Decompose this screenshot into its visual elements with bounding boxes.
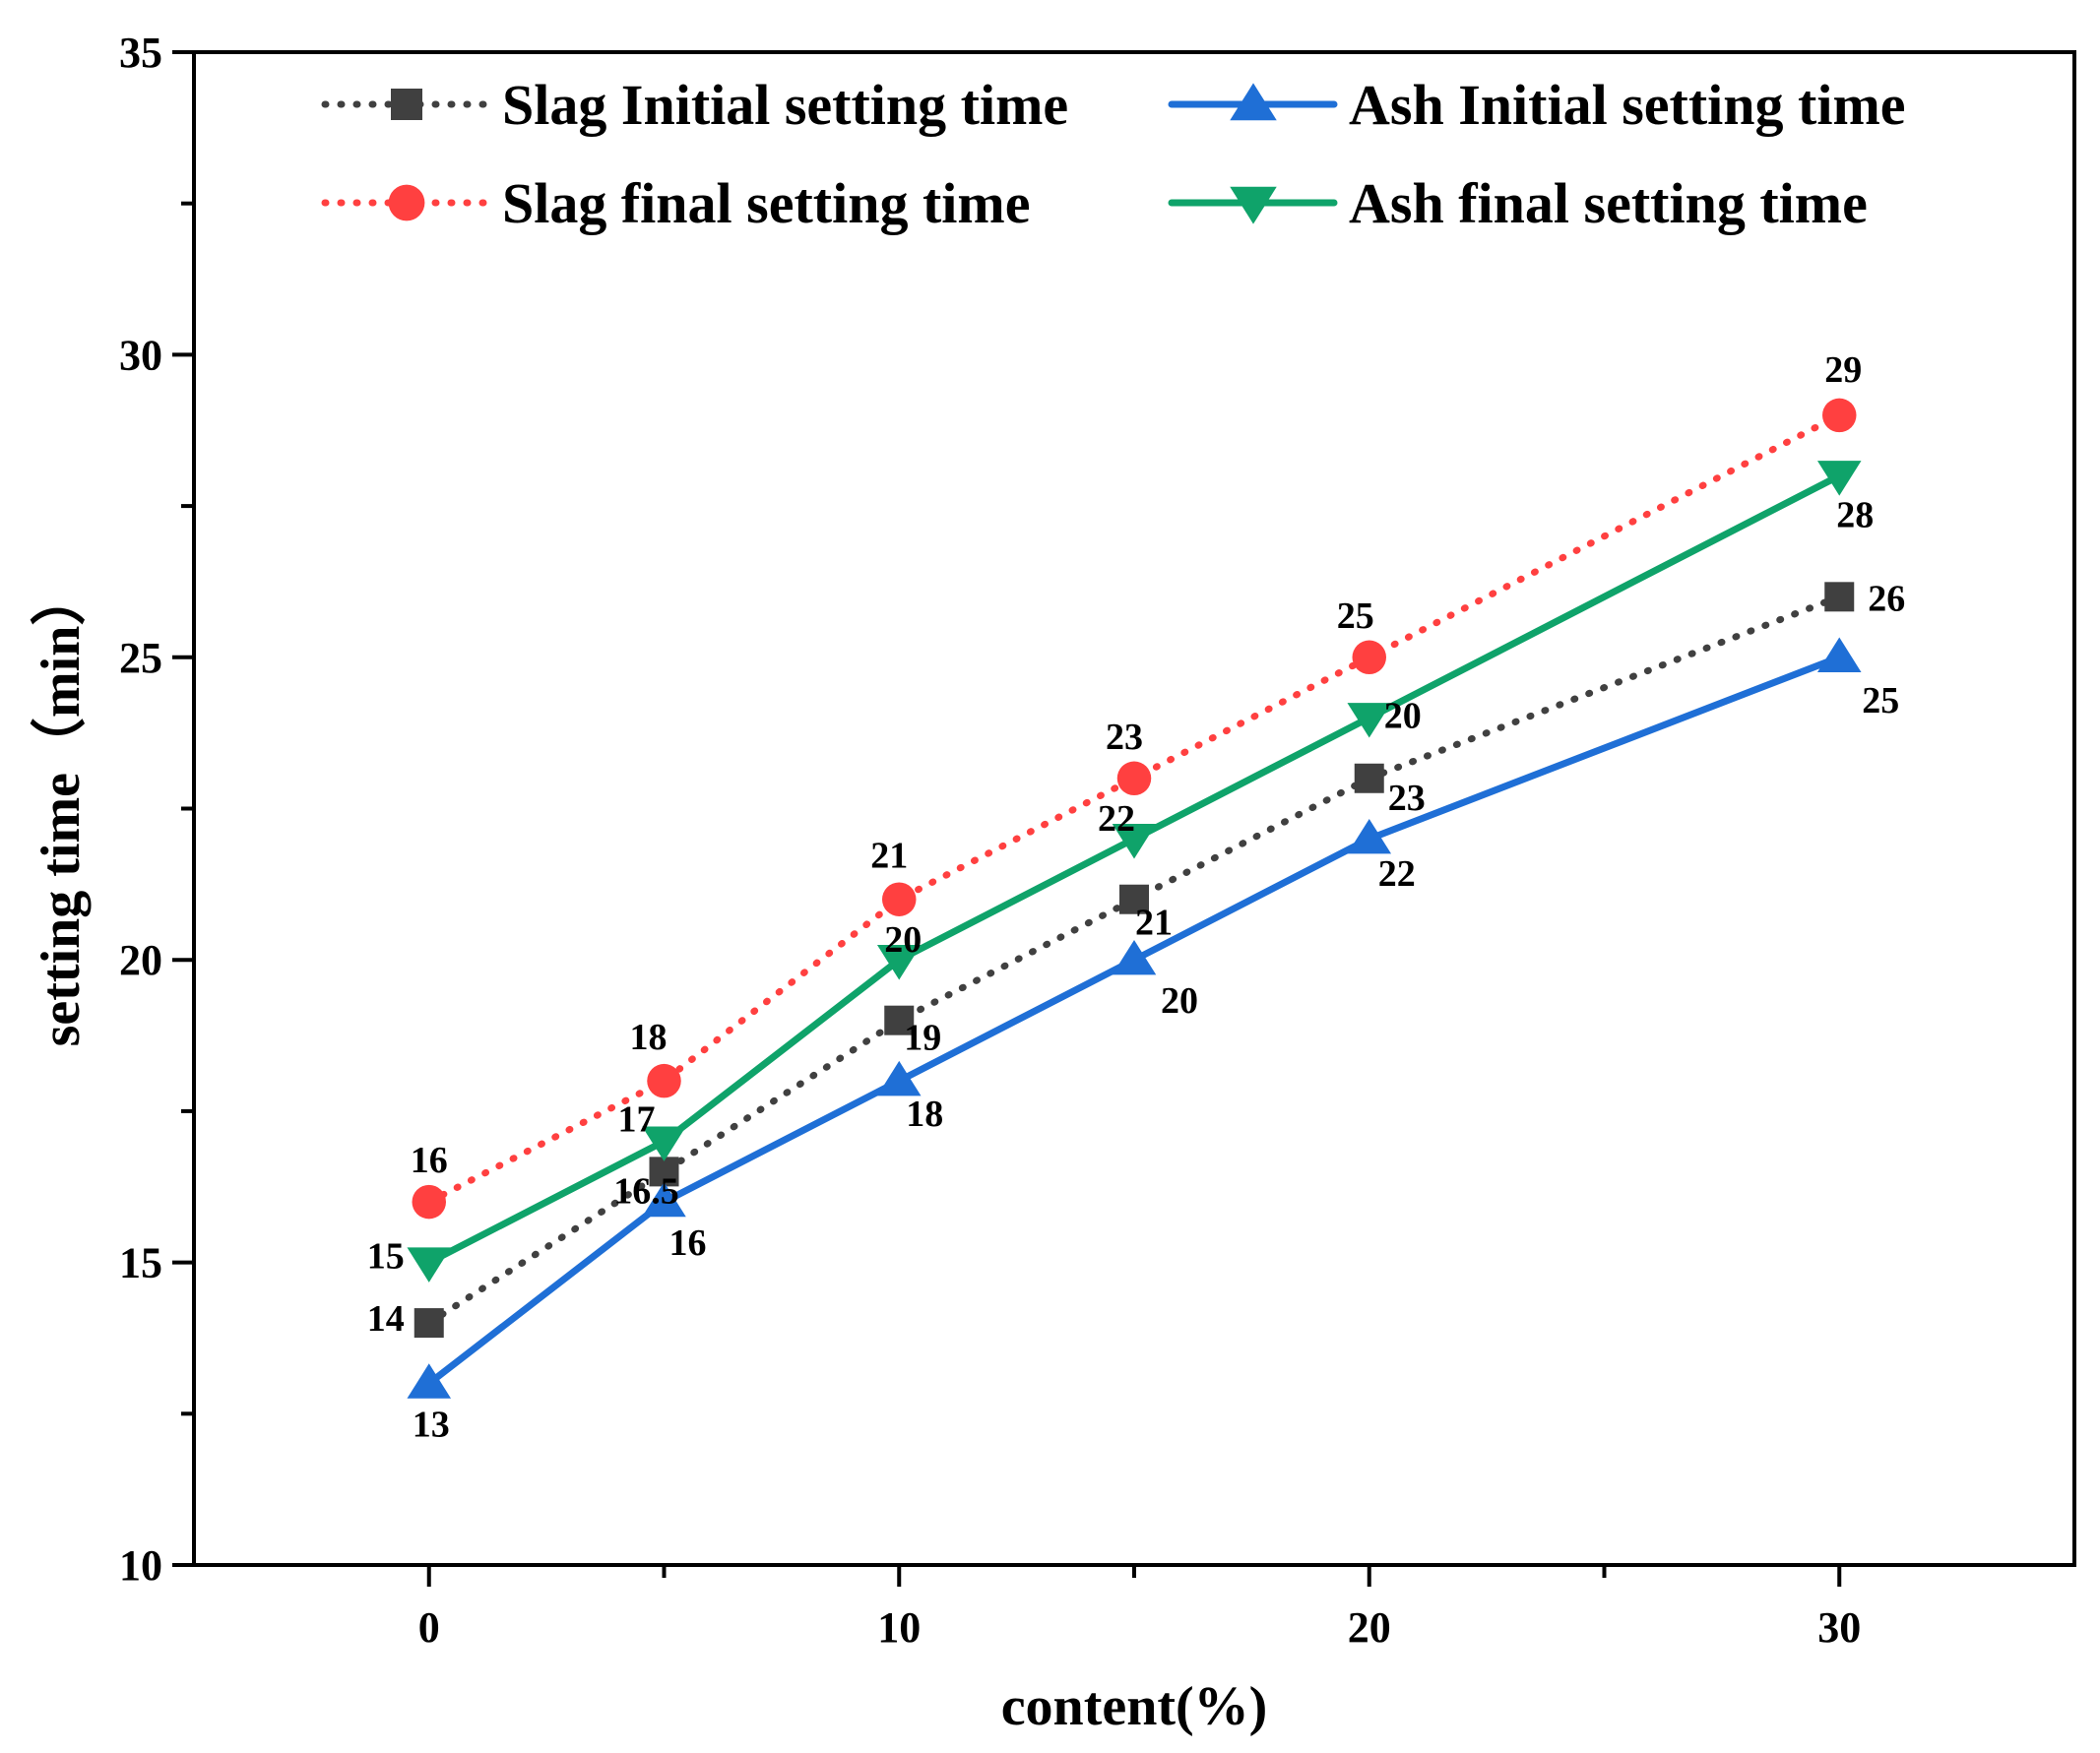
y-tick-label: 35: [119, 29, 162, 77]
data-point: [1347, 703, 1392, 738]
legend-label: Ash Initial setting time: [1349, 73, 1906, 137]
y-tick-label: 30: [119, 331, 162, 379]
data-label: 23: [1106, 717, 1143, 758]
data-point: [884, 1005, 915, 1035]
data-point: [649, 1157, 679, 1187]
legend-label: Ash final setting time: [1349, 171, 1868, 235]
data-point: [647, 1063, 681, 1098]
x-tick-label: 20: [1348, 1603, 1391, 1652]
x-tick-label: 0: [418, 1603, 440, 1652]
data-label: 23: [1388, 778, 1426, 819]
data-label: 17: [618, 1099, 656, 1141]
data-label: 19: [904, 1018, 941, 1059]
series-layer: [407, 398, 1862, 1399]
data-point: [1816, 637, 1862, 672]
legend: Slag Initial setting time Slag final sett…: [321, 73, 1906, 235]
data-point: [414, 1308, 444, 1339]
data-label: 29: [1824, 349, 1862, 391]
legend-marker: [1230, 83, 1277, 121]
x-axis-ticks: 0 10 20 30: [418, 1565, 1861, 1652]
data-point: [1824, 582, 1855, 612]
data-label-layer: 14 16.5 19 21 23 26 16 18 21 23 25 29 13 16 18 20 22 25 15…: [367, 349, 1906, 1446]
data-point: [1354, 763, 1384, 793]
data-label: 18: [906, 1094, 943, 1135]
series-line: [425, 471, 1843, 1267]
data-point: [1347, 818, 1392, 854]
data-point: [1112, 939, 1157, 975]
data-point: [1352, 640, 1386, 675]
legend-marker: [388, 184, 425, 221]
data-label: 15: [367, 1236, 405, 1278]
data-point: [407, 1363, 452, 1399]
data-point: [407, 1247, 452, 1283]
y-tick-label: 10: [119, 1541, 162, 1590]
data-label: 16: [669, 1222, 707, 1264]
data-point: [882, 882, 917, 916]
legend-label: Slag Initial setting time: [502, 73, 1068, 137]
data-point: [1116, 761, 1152, 796]
data-point: [642, 1126, 686, 1161]
x-tick-label: 10: [877, 1603, 921, 1652]
series-line: [425, 411, 1843, 1206]
data-label: 25: [1337, 595, 1374, 637]
data-point: [876, 1060, 922, 1096]
data-label: 14: [367, 1298, 405, 1340]
y-axis-ticks: 10 15 20 25 30 35: [119, 29, 194, 1590]
data-label: 16: [411, 1140, 448, 1181]
data-point: [876, 945, 922, 980]
data-label: 13: [413, 1405, 450, 1446]
y-tick-label: 20: [119, 936, 162, 984]
data-point: [412, 1184, 446, 1220]
data-label: 21: [1135, 903, 1173, 944]
x-tick-label: 30: [1817, 1603, 1861, 1652]
series-line: [425, 593, 1843, 1327]
data-point: [642, 1181, 686, 1218]
data-label: 20: [1161, 980, 1198, 1022]
y-tick-label: 25: [119, 634, 162, 682]
y-tick-label: 15: [119, 1239, 162, 1287]
legend-label: Slag final setting time: [502, 171, 1030, 235]
data-label: 25: [1862, 680, 1899, 721]
y-axis-title: setting time（min）: [30, 571, 92, 1047]
data-point: [1119, 884, 1149, 914]
data-label: 16.5: [613, 1170, 679, 1212]
data-label: 22: [1378, 853, 1416, 895]
data-point: [1816, 461, 1862, 496]
data-label: 21: [870, 836, 908, 877]
data-label: 20: [1384, 695, 1422, 736]
data-point: [1112, 824, 1157, 859]
data-label: 28: [1836, 494, 1874, 535]
data-point: [1822, 398, 1857, 433]
series-line: [425, 654, 1843, 1388]
legend-marker: [1230, 186, 1277, 224]
data-label: 22: [1098, 798, 1135, 840]
data-label: 20: [884, 919, 922, 961]
data-label: 18: [630, 1017, 668, 1058]
legend-marker: [391, 89, 422, 120]
data-label: 26: [1868, 578, 1905, 619]
x-axis-title: content(%): [1001, 1676, 1268, 1737]
